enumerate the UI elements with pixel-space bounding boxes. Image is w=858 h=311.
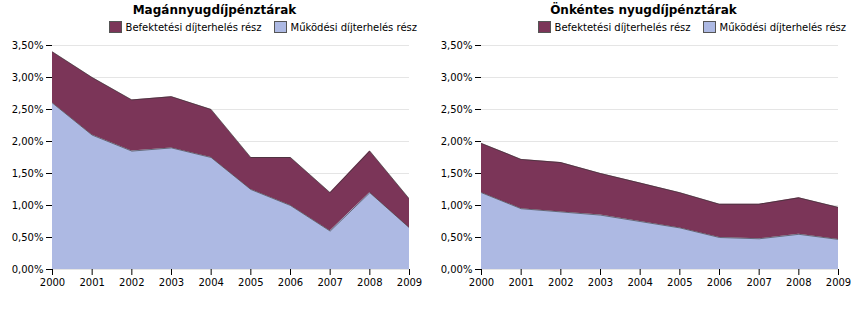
svg-text:2001: 2001 <box>508 277 533 288</box>
html-text:Befektetési díjterhelés rész: Befektetési díjterhelés rész <box>554 21 691 33</box>
svg-text:3,50%: 3,50% <box>441 40 473 51</box>
svg-text:0,50%: 0,50% <box>441 232 473 243</box>
svg-text:0,50%: 0,50% <box>12 232 44 243</box>
svg-text:2008: 2008 <box>357 277 382 288</box>
html-text:Befektetési díjterhelés rész: Befektetési díjterhelés rész <box>125 21 262 33</box>
svg-text:1,00%: 1,00% <box>441 200 473 211</box>
svg-text:2008: 2008 <box>786 277 811 288</box>
svg-text:2,00%: 2,00% <box>441 136 473 147</box>
svg-text:2009: 2009 <box>826 277 851 288</box>
svg-text:2005: 2005 <box>667 277 692 288</box>
svg-text:2,00%: 2,00% <box>12 136 44 147</box>
html-text:Magánnyugdíjpénztárak: Magánnyugdíjpénztárak <box>132 3 297 17</box>
svg-text:2003: 2003 <box>159 277 184 288</box>
html-text:Működési díjterhelés rész: Működési díjterhelés rész <box>719 21 846 33</box>
svg-text:2006: 2006 <box>278 277 303 288</box>
svg-text:2,50%: 2,50% <box>12 104 44 115</box>
svg-text:1,50%: 1,50% <box>12 168 44 179</box>
html-text:Működési díjterhelés rész: Működési díjterhelés rész <box>290 21 417 33</box>
svg-text:2,50%: 2,50% <box>441 104 473 115</box>
svg-text:2000: 2000 <box>40 277 65 288</box>
svg-text:2007: 2007 <box>746 277 771 288</box>
svg-text:3,00%: 3,00% <box>441 72 473 83</box>
svg-text:2002: 2002 <box>119 277 144 288</box>
svg-text:2003: 2003 <box>588 277 613 288</box>
svg-text:2004: 2004 <box>198 277 223 288</box>
svg-text:1,50%: 1,50% <box>441 168 473 179</box>
svg-text:3,50%: 3,50% <box>12 40 44 51</box>
svg-text:2001: 2001 <box>79 277 104 288</box>
svg-text:3,00%: 3,00% <box>12 72 44 83</box>
svg-text:2002: 2002 <box>548 277 573 288</box>
svg-text:0,00%: 0,00% <box>12 264 44 275</box>
html-text:Önkéntes nyugdíjpénztárak: Önkéntes nyugdíjpénztárak <box>550 3 737 17</box>
svg-text:2009: 2009 <box>397 277 422 288</box>
svg-text:2006: 2006 <box>707 277 732 288</box>
svg-text:1,00%: 1,00% <box>12 200 44 211</box>
svg-text:0,00%: 0,00% <box>441 264 473 275</box>
svg-text:2005: 2005 <box>238 277 263 288</box>
svg-text:2000: 2000 <box>469 277 494 288</box>
svg-text:2007: 2007 <box>317 277 342 288</box>
svg-text:2004: 2004 <box>627 277 652 288</box>
